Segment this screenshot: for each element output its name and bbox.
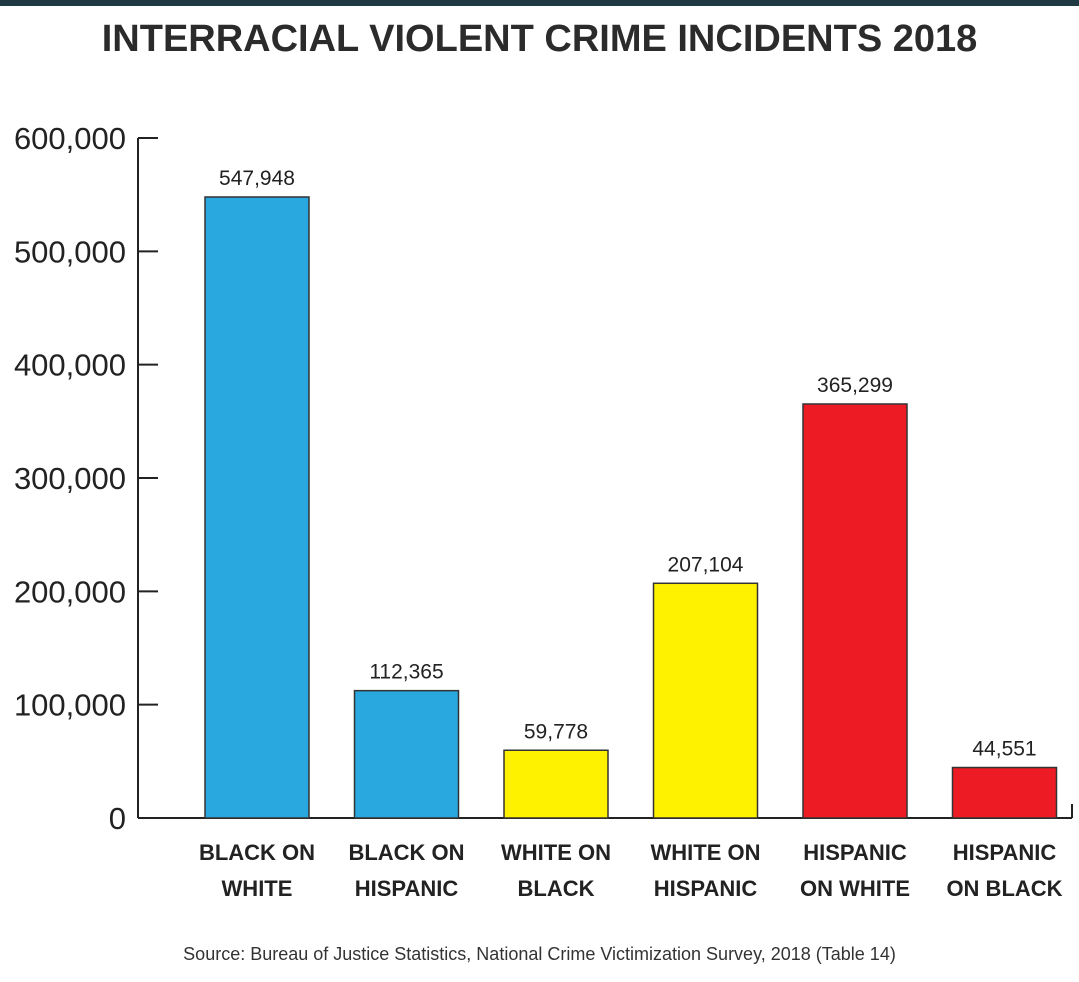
y-tick-label: 0 [109,801,126,836]
bar [503,749,609,819]
data-label: 365,299 [817,374,893,397]
y-tick-label: 500,000 [14,234,126,269]
x-tick-label: WHITE [222,876,293,901]
x-tick-label: HISPANIC [803,840,907,865]
source-note: Source: Bureau of Justice Statistics, Na… [183,944,896,964]
bar-chart: 0 100,000 200,000 300,000 400,000 500,000 600,… [14,121,1073,901]
x-tick-label: BLACK [518,876,595,901]
data-label: 112,365 [369,661,443,684]
chart-title: INTERRACIAL VIOLENT CRIME INCIDENTS 2018 [101,18,978,60]
data-label: 59,778 [524,720,588,743]
bar [652,582,759,819]
x-tick-label: WHITE ON [501,840,611,865]
bar [353,689,460,819]
y-tick-label: 600,000 [14,121,126,156]
x-tick-label: BLACK ON [199,840,315,865]
x-tick-label: HISPANIC [654,876,758,901]
x-tick-label: HISPANIC [953,840,1057,865]
y-tick-label: 400,000 [14,348,126,383]
y-tick-label: 200,000 [14,574,126,609]
data-label: 44,551 [972,738,1036,761]
y-tick-label: 300,000 [14,461,126,496]
bar [951,766,1058,819]
data-label: 207,104 [668,553,744,576]
x-tick-label: BLACK ON [348,840,464,865]
x-tick-label: WHITE ON [651,840,761,865]
x-tick-label: HISPANIC [355,876,459,901]
x-tick-label: ON BLACK [946,876,1062,901]
y-tick-label: 100,000 [14,688,126,723]
top-border [0,0,1079,6]
x-tick-label: ON WHITE [800,876,910,901]
bar [204,196,310,819]
bar [802,403,908,819]
data-label: 547,948 [219,167,295,190]
